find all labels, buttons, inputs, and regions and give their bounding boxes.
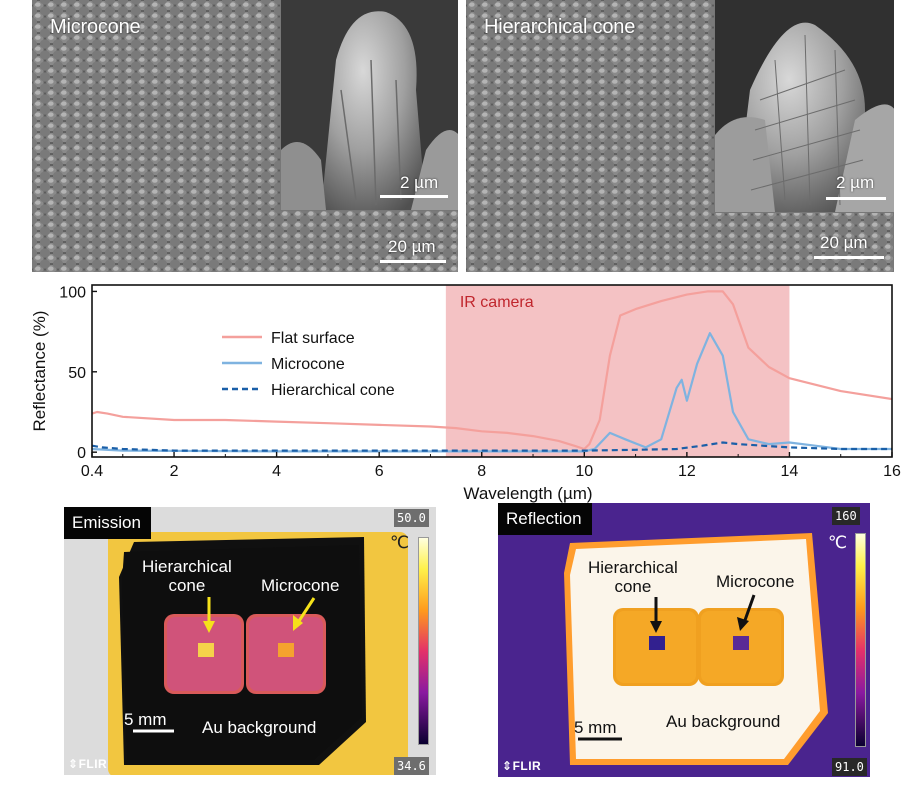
ir-emission-panel: Emission 50.0 ℃ 34.6 Hierarchical cone M… (64, 507, 436, 775)
sem-hierarchical-main-scale-bar (814, 256, 884, 259)
ir-reflection-thermal-image (498, 503, 870, 777)
y-axis-label: Reflectance (%) (30, 311, 49, 432)
sem-hierarchical-inset-scale-text: 2 µm (836, 173, 875, 192)
y-tick-label: 50 (68, 365, 86, 382)
sem-hierarchical-label: Hierarchical cone (484, 16, 636, 38)
ir-camera-label: IR camera (460, 294, 534, 311)
x-tick-label: 10 (575, 463, 593, 480)
ir-emission-tag: Emission (64, 507, 151, 539)
reflectance-chart-svg: IR camera 0.4 2 4 6 8 10 12 14 16 0 50 100 Wavelength… (30, 284, 901, 503)
hierarchical-closeup-image (715, 0, 894, 212)
sem-microcone-inset-scale-bar (380, 195, 448, 198)
sem-microcone-main-scale-text: 20 µm (388, 237, 436, 256)
ir-reflection-tag: Reflection (498, 503, 592, 535)
x-tick-label: 14 (781, 463, 799, 480)
ir-reflection-unit: ℃ (828, 533, 848, 552)
ir-emission-background-label: Au background (202, 718, 317, 737)
ir-emission-flir-logo: ⇕FLIR (68, 757, 107, 771)
sem-microcone-main-scale-bar (380, 260, 446, 263)
x-tick-label: 0.4 (81, 463, 103, 480)
series-line-flat-surface (91, 290, 893, 451)
sem-microcone-panel: Microcone 2 µm 20 µm (32, 0, 458, 272)
sem-hierarchical-main-scale-text: 20 µm (820, 233, 868, 252)
x-tick-label: 6 (375, 463, 384, 480)
ir-reflection-hierarchical-label: Hierarchical cone (588, 558, 678, 596)
legend-label: Flat surface (271, 330, 355, 347)
ir-reflection-hierarchical-line1: Hierarchical (588, 558, 678, 577)
flir-icon: ⇕ (68, 757, 79, 771)
ir-emission-scale-text: 5 mm (124, 710, 167, 729)
legend-label: Hierarchical cone (271, 382, 395, 399)
x-axis-label: Wavelength (µm) (463, 484, 592, 503)
y-tick-label: 100 (59, 284, 86, 301)
ir-reflection-brand: FLIR (512, 759, 542, 773)
reflectance-chart: IR camera 0.4 2 4 6 8 10 12 14 16 0 50 100 Wavelength… (0, 275, 922, 505)
ir-emission-microcone-label: Microcone (261, 576, 340, 595)
ir-emission-hierarchical-line1: Hierarchical (142, 557, 232, 576)
microcone-closeup-image (281, 0, 458, 210)
ir-reflection-colorbar (855, 533, 866, 747)
ir-reflection-flir-logo: ⇕FLIR (502, 759, 541, 773)
ir-emission-max-value: 50.0 (394, 509, 429, 527)
ir-reflection-hierarchical-line2: cone (614, 577, 652, 596)
series-line-hierarchical-cone (91, 441, 892, 452)
ir-reflection-max-value: 160 (832, 507, 860, 525)
y-tick-label: 0 (77, 445, 86, 462)
sem-hierarchical-panel: Hierarchical cone 2 µm 20 µm (466, 0, 894, 272)
ir-reflection-panel: Reflection 160 ℃ 91.0 Hierarchical cone … (498, 503, 870, 777)
ir-reflection-min-value: 91.0 (832, 758, 867, 776)
series-line-microcone (91, 332, 892, 453)
ir-reflection-background-label: Au background (666, 712, 781, 731)
ir-emission-unit: ℃ (390, 533, 410, 552)
x-tick-label: 12 (678, 463, 696, 480)
plot-frame (91, 284, 893, 458)
ir-camera-region (445, 285, 790, 457)
ir-emission-hierarchical-label: Hierarchical cone (142, 557, 232, 595)
ir-emission-brand: FLIR (78, 757, 108, 771)
legend-label: Microcone (271, 356, 345, 373)
ir-emission-min-value: 34.6 (394, 757, 429, 775)
sem-microcone-inset-scale-text: 2 µm (400, 173, 439, 192)
sem-hierarchical-inset-scale-bar (826, 197, 886, 200)
x-tick-label: 8 (477, 463, 486, 480)
sem-microcone-inset (280, 0, 458, 211)
flir-icon: ⇕ (502, 759, 513, 773)
ir-emission-hierarchical-line2: cone (168, 576, 206, 595)
x-tick-label: 4 (272, 463, 281, 480)
sem-hierarchical-inset (714, 0, 894, 213)
x-tick-label: 2 (170, 463, 179, 480)
x-tick-label: 16 (883, 463, 901, 480)
ir-reflection-microcone-label: Microcone (716, 572, 795, 591)
ir-emission-colorbar (418, 537, 429, 745)
sem-microcone-label: Microcone (50, 16, 141, 38)
ir-reflection-scale-text: 5 mm (574, 718, 617, 737)
